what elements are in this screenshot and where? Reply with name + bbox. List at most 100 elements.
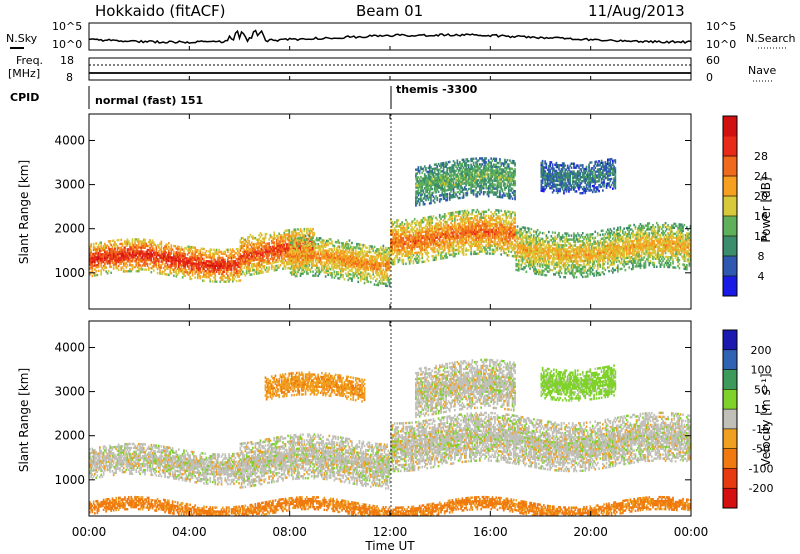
echo-cell <box>405 242 407 246</box>
echo-cell <box>408 260 411 263</box>
echo-cell <box>282 251 284 255</box>
echo-cell <box>481 222 484 225</box>
echo-cell <box>190 263 193 267</box>
echo-cell <box>447 218 450 221</box>
echo-cell <box>454 217 456 220</box>
echo-cell <box>287 257 289 260</box>
echo-cell <box>238 263 240 266</box>
echo-cell <box>333 248 336 252</box>
echo-cell <box>457 222 460 225</box>
echo-cell <box>196 276 199 280</box>
echo-cell <box>137 268 140 271</box>
echo-cell <box>502 235 505 239</box>
echo-cell <box>121 258 124 261</box>
echo-cell <box>348 243 351 246</box>
echo-cell <box>129 252 131 255</box>
echo-cell <box>89 253 91 256</box>
echo-cell <box>479 218 481 221</box>
echo-cell <box>443 234 446 238</box>
echo-cell <box>337 265 339 268</box>
echo-cell <box>395 235 397 238</box>
echo-cell <box>278 246 281 249</box>
echo-cell <box>116 266 119 270</box>
echo-cell <box>173 250 175 254</box>
echo-cell <box>160 250 163 253</box>
echo-cell <box>538 237 540 240</box>
echo-cell <box>198 257 200 260</box>
echo-cell <box>183 256 185 259</box>
echo-cell <box>472 250 475 254</box>
echo-cell <box>465 241 467 244</box>
echo-cell <box>147 258 150 262</box>
echo-cell <box>239 253 242 256</box>
echo-cell <box>191 256 194 259</box>
echo-cell <box>210 258 213 261</box>
echo-cell <box>146 262 149 266</box>
echo-cell <box>521 254 524 257</box>
echo-cell <box>471 228 474 232</box>
echo-cell <box>411 256 413 259</box>
echo-cell <box>139 268 141 271</box>
echo-cell <box>267 260 269 263</box>
echo-cell <box>254 258 257 262</box>
echo-cell <box>278 248 281 251</box>
echo-cell <box>502 229 505 233</box>
echo-cell <box>275 258 278 262</box>
echo-cell <box>535 232 538 236</box>
echo-cell <box>254 256 257 260</box>
echo-cell <box>356 258 358 262</box>
echo-cell <box>294 239 297 242</box>
echo-cell <box>307 248 309 251</box>
echo-cell <box>456 222 459 226</box>
echo-cell <box>249 257 252 260</box>
echo-cell <box>494 219 496 222</box>
echo-cell <box>383 258 386 262</box>
echo-cell <box>457 236 460 239</box>
echo-cell <box>101 249 104 252</box>
echo-cell <box>156 253 159 257</box>
echo-cell <box>237 265 239 269</box>
echo-cell <box>359 247 362 250</box>
echo-cell <box>526 251 529 254</box>
echo-cell <box>319 260 322 264</box>
echo-cell <box>517 265 520 268</box>
echo-cell <box>428 245 431 248</box>
echo-cell <box>262 271 264 274</box>
echo-cell <box>221 274 224 277</box>
echo-cell <box>515 268 518 272</box>
echo-cell <box>475 224 477 228</box>
echo-cell <box>245 272 248 275</box>
echo-cell <box>288 254 291 258</box>
echo-cell <box>443 230 446 234</box>
echo-cell <box>397 235 400 238</box>
echo-cell <box>230 268 233 271</box>
echo-cell <box>489 252 491 255</box>
echo-cell <box>504 224 506 227</box>
echo-cell <box>364 260 367 263</box>
echo-cell <box>369 267 372 270</box>
echo-cell <box>91 262 94 266</box>
echo-cell <box>151 261 154 264</box>
echo-cell <box>514 221 516 224</box>
echo-cell <box>110 265 112 268</box>
echo-cell <box>505 240 508 243</box>
echo-cell <box>316 246 318 250</box>
echo-cell <box>339 271 342 274</box>
echo-cell <box>405 240 407 244</box>
echo-cell <box>146 254 149 258</box>
echo-cell <box>405 218 407 222</box>
echo-cell <box>514 255 516 258</box>
echo-cell <box>491 218 494 222</box>
echo-cell <box>353 256 356 259</box>
echo-cell <box>189 249 191 253</box>
echo-cell <box>341 249 343 253</box>
echo-cell <box>104 264 106 267</box>
echo-cell <box>337 259 339 262</box>
echo-cell <box>477 232 480 235</box>
echo-cell <box>250 245 253 248</box>
echo-cell <box>299 245 302 249</box>
echo-cell <box>171 256 174 259</box>
echo-cell <box>442 229 445 232</box>
echo-cell <box>359 261 362 264</box>
